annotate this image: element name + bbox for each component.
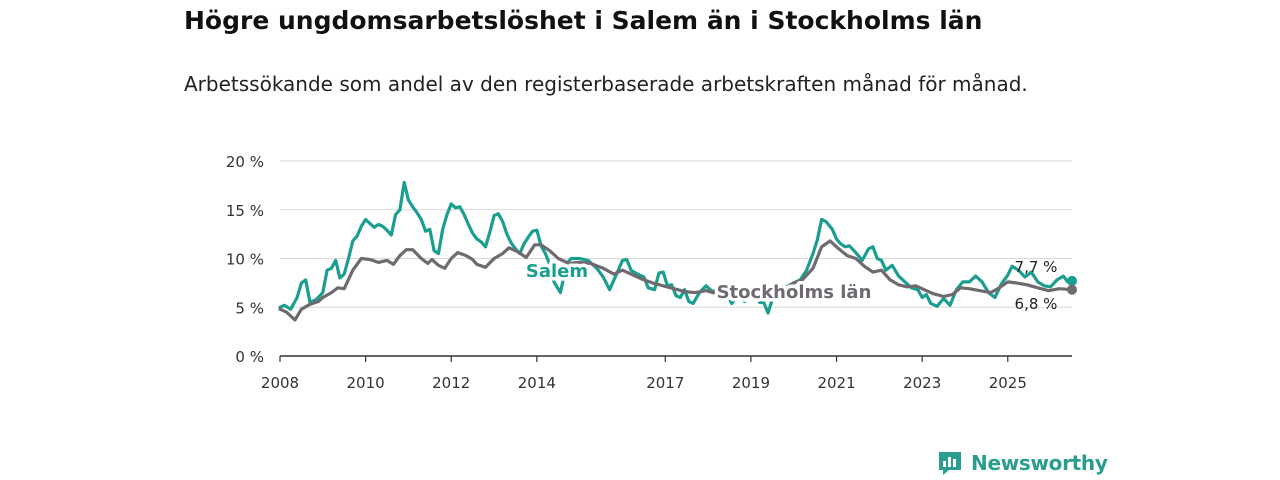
y-tick-label: 0 %	[235, 348, 264, 366]
x-tick-label: 2008	[261, 374, 299, 392]
series-label-stockholms-lan-halo: Stockholms län	[717, 282, 872, 303]
series-label-salem: Salem	[526, 261, 588, 282]
series-line-salem	[278, 180, 1074, 315]
series-line-stockholms-lan	[278, 239, 1074, 322]
x-tick-label: 2021	[817, 374, 855, 392]
y-tick-label: 5 %	[235, 299, 264, 317]
end-value-salem: 7,7 %	[1015, 258, 1058, 276]
end-value-stockholms-lan: 6,8 %	[1015, 295, 1058, 313]
y-tick-label: 10 %	[226, 251, 264, 269]
x-axis: 2008 2010 2012 2014 2017 2019 2021 2023 2025	[261, 355, 1072, 392]
brand-logo[interactable]: Newsworthy	[937, 448, 1108, 478]
newsworthy-logo-icon	[939, 452, 961, 475]
x-tick-label: 2017	[646, 374, 684, 392]
brand-name: Newsworthy	[971, 451, 1108, 475]
y-tick-label: 20 %	[226, 153, 264, 171]
chart-title: Högre ungdomsarbetslöshet i Salem än i S…	[184, 6, 983, 35]
x-tick-label: 2010	[347, 374, 385, 392]
end-point-salem	[1067, 275, 1077, 286]
x-tick-label: 2025	[989, 374, 1027, 392]
gridlines	[280, 160, 1072, 308]
x-tick-label: 2019	[732, 374, 770, 392]
end-point-stockholms-lan	[1067, 284, 1077, 295]
series-label-salem-halo: Salem	[526, 261, 588, 282]
x-tick-label: 2014	[518, 374, 556, 392]
series-label-stockholms-lan: Stockholms län	[717, 282, 872, 303]
y-tick-label: 15 %	[226, 202, 264, 220]
x-tick-label: 2023	[903, 374, 941, 392]
y-axis-ticks: 0 % 5 % 10 % 15 % 20 %	[226, 153, 264, 366]
x-tick-label: 2012	[432, 374, 470, 392]
chart-subtitle: Arbetssökande som andel av den registerb…	[184, 72, 1028, 96]
series-lines	[278, 180, 1077, 322]
